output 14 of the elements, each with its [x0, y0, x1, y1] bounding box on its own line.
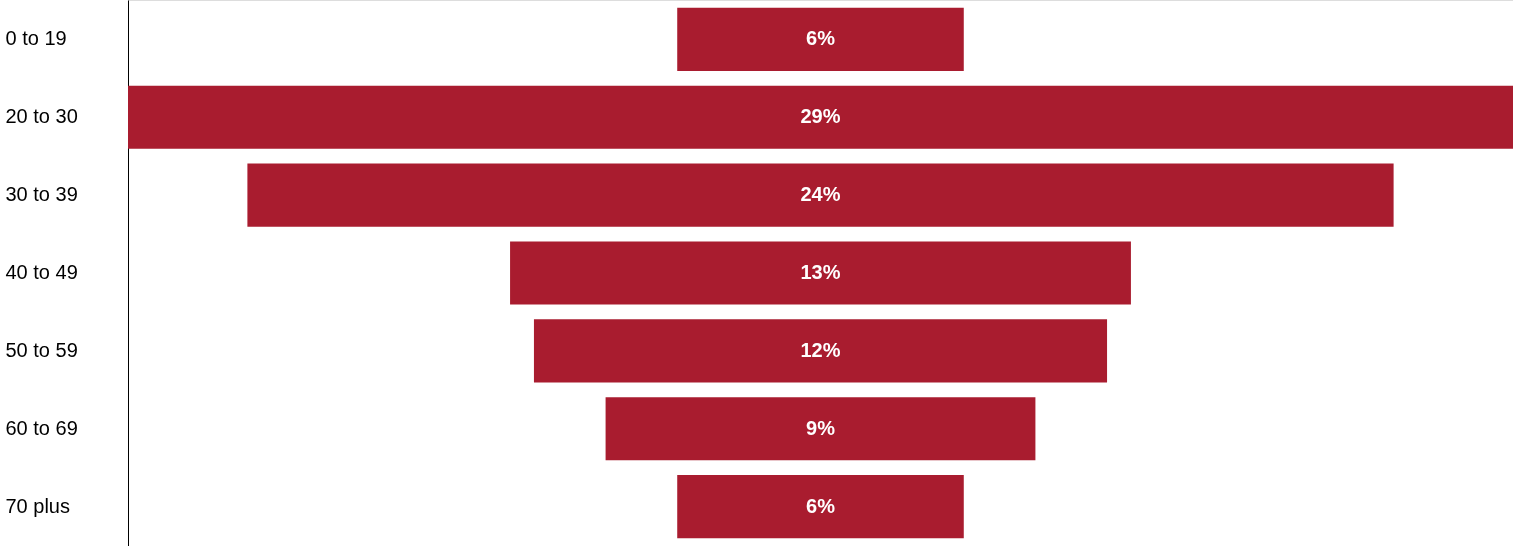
- category-label: 30 to 39: [5, 183, 78, 206]
- data-label: 6%: [806, 27, 836, 50]
- category-label: 20 to 30: [5, 105, 78, 128]
- category-label: 70 plus: [5, 494, 70, 517]
- category-label: 0 to 19: [5, 27, 67, 50]
- data-label: 24%: [800, 183, 841, 206]
- category-label: 60 to 69: [5, 416, 78, 439]
- data-label: 29%: [800, 105, 841, 128]
- data-label: 9%: [806, 416, 836, 439]
- data-label: 12%: [800, 338, 841, 361]
- category-label: 50 to 59: [5, 338, 78, 361]
- category-label: 40 to 49: [5, 261, 78, 283]
- data-label: 13%: [800, 261, 841, 283]
- data-label: 6%: [806, 494, 836, 517]
